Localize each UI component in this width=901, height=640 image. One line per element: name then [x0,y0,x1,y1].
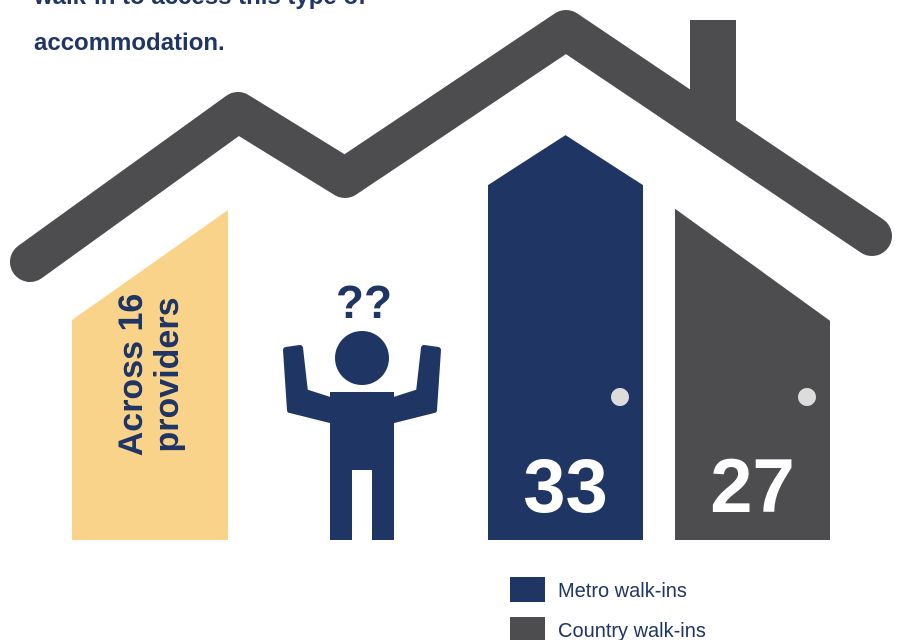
legend-swatch [510,577,545,602]
value-label: 27 [710,444,795,529]
note-line: Across 16 [112,294,150,457]
note-line: providers [148,298,186,453]
legend-label: Metro walk-ins [558,580,687,602]
note: Across 16 providers [112,294,186,457]
door-knob [798,388,816,406]
note-panel [72,210,228,540]
value-label: 33 [523,444,608,529]
legend-swatch [510,617,545,640]
title-line: accommodation. [34,29,225,56]
door-bar [488,135,643,540]
legend-label: Country walk-ins [558,620,706,640]
roof [10,10,892,282]
title-line: walk-in to access this type of [33,0,367,10]
question-marks: ?? [336,276,392,328]
door-knob [611,388,629,406]
door-bar [675,208,830,540]
person-icon: ?? [283,276,441,540]
